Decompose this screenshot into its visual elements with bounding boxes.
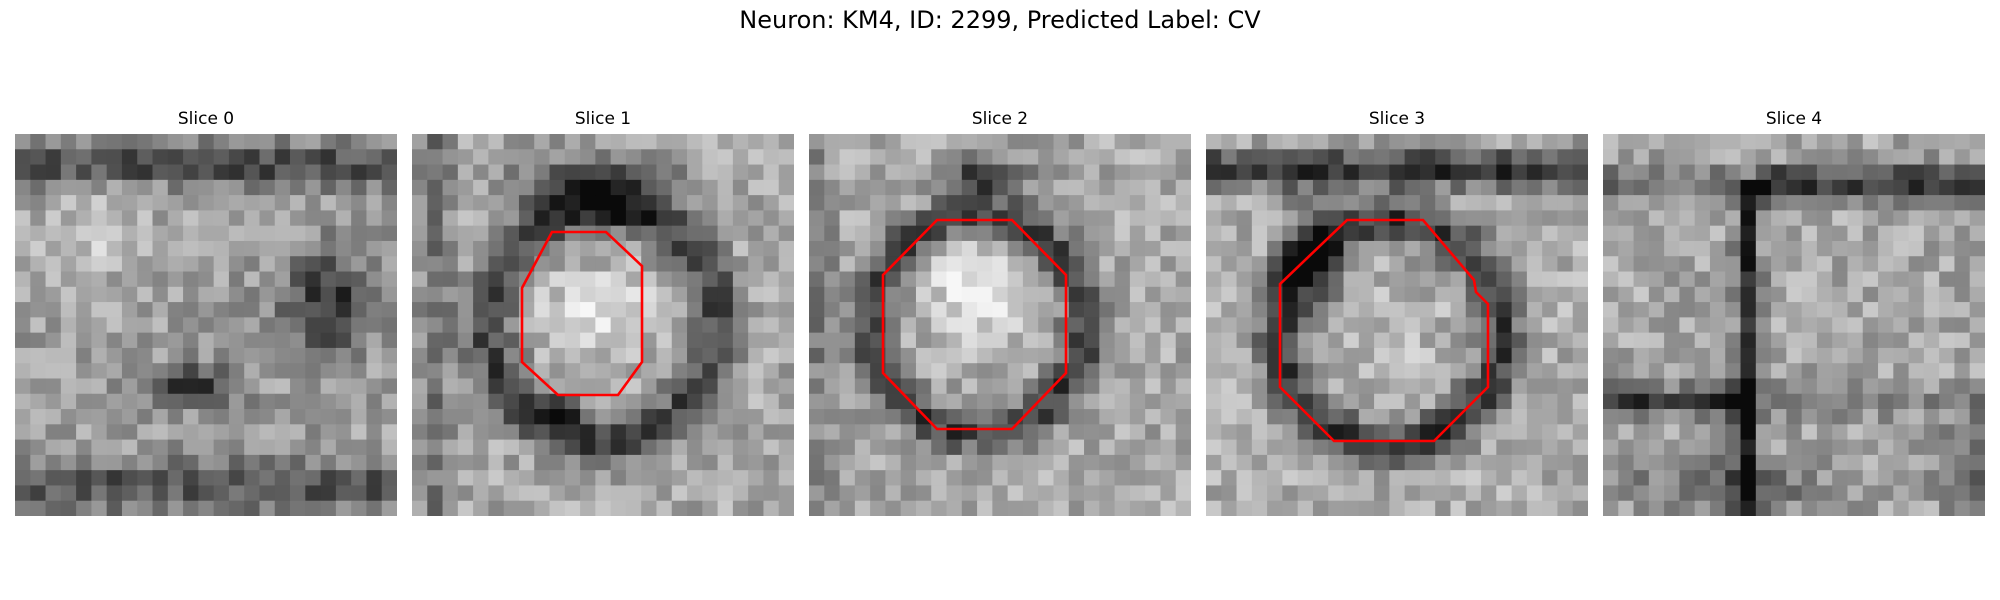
- slice-2-outline: [881, 218, 1068, 431]
- slice-1-pixels: [412, 134, 794, 516]
- slice-2-image: [809, 134, 1191, 516]
- slice-0-image: [15, 134, 397, 516]
- slice-4-image: [1603, 134, 1985, 516]
- panel-title-slice-4: Slice 4: [1765, 109, 1823, 129]
- slice-1-svg: [412, 134, 794, 516]
- slice-0-pixels: [15, 134, 397, 516]
- panel-title-slice-0: Slice 0: [177, 109, 235, 129]
- figure-title: Neuron: KM4, ID: 2299, Predicted Label: …: [739, 6, 1261, 34]
- slice-3-svg: [1206, 134, 1588, 516]
- panel-title-slice-3: Slice 3: [1368, 109, 1426, 129]
- slice-0-svg: [15, 134, 397, 516]
- slice-1-image: [412, 134, 794, 516]
- slice-2-pixels: [809, 134, 1191, 516]
- slice-4-svg: [1603, 134, 1985, 516]
- slice-3-outline: [1278, 218, 1490, 443]
- panel-title-slice-1: Slice 1: [574, 109, 632, 129]
- slice-2-svg: [809, 134, 1191, 516]
- slice-3-image: [1206, 134, 1588, 516]
- slice-4-pixels: [1603, 134, 1985, 516]
- slice-1-outline: [520, 230, 644, 397]
- slice-3-pixels: [1206, 134, 1588, 516]
- panel-title-slice-2: Slice 2: [971, 109, 1029, 129]
